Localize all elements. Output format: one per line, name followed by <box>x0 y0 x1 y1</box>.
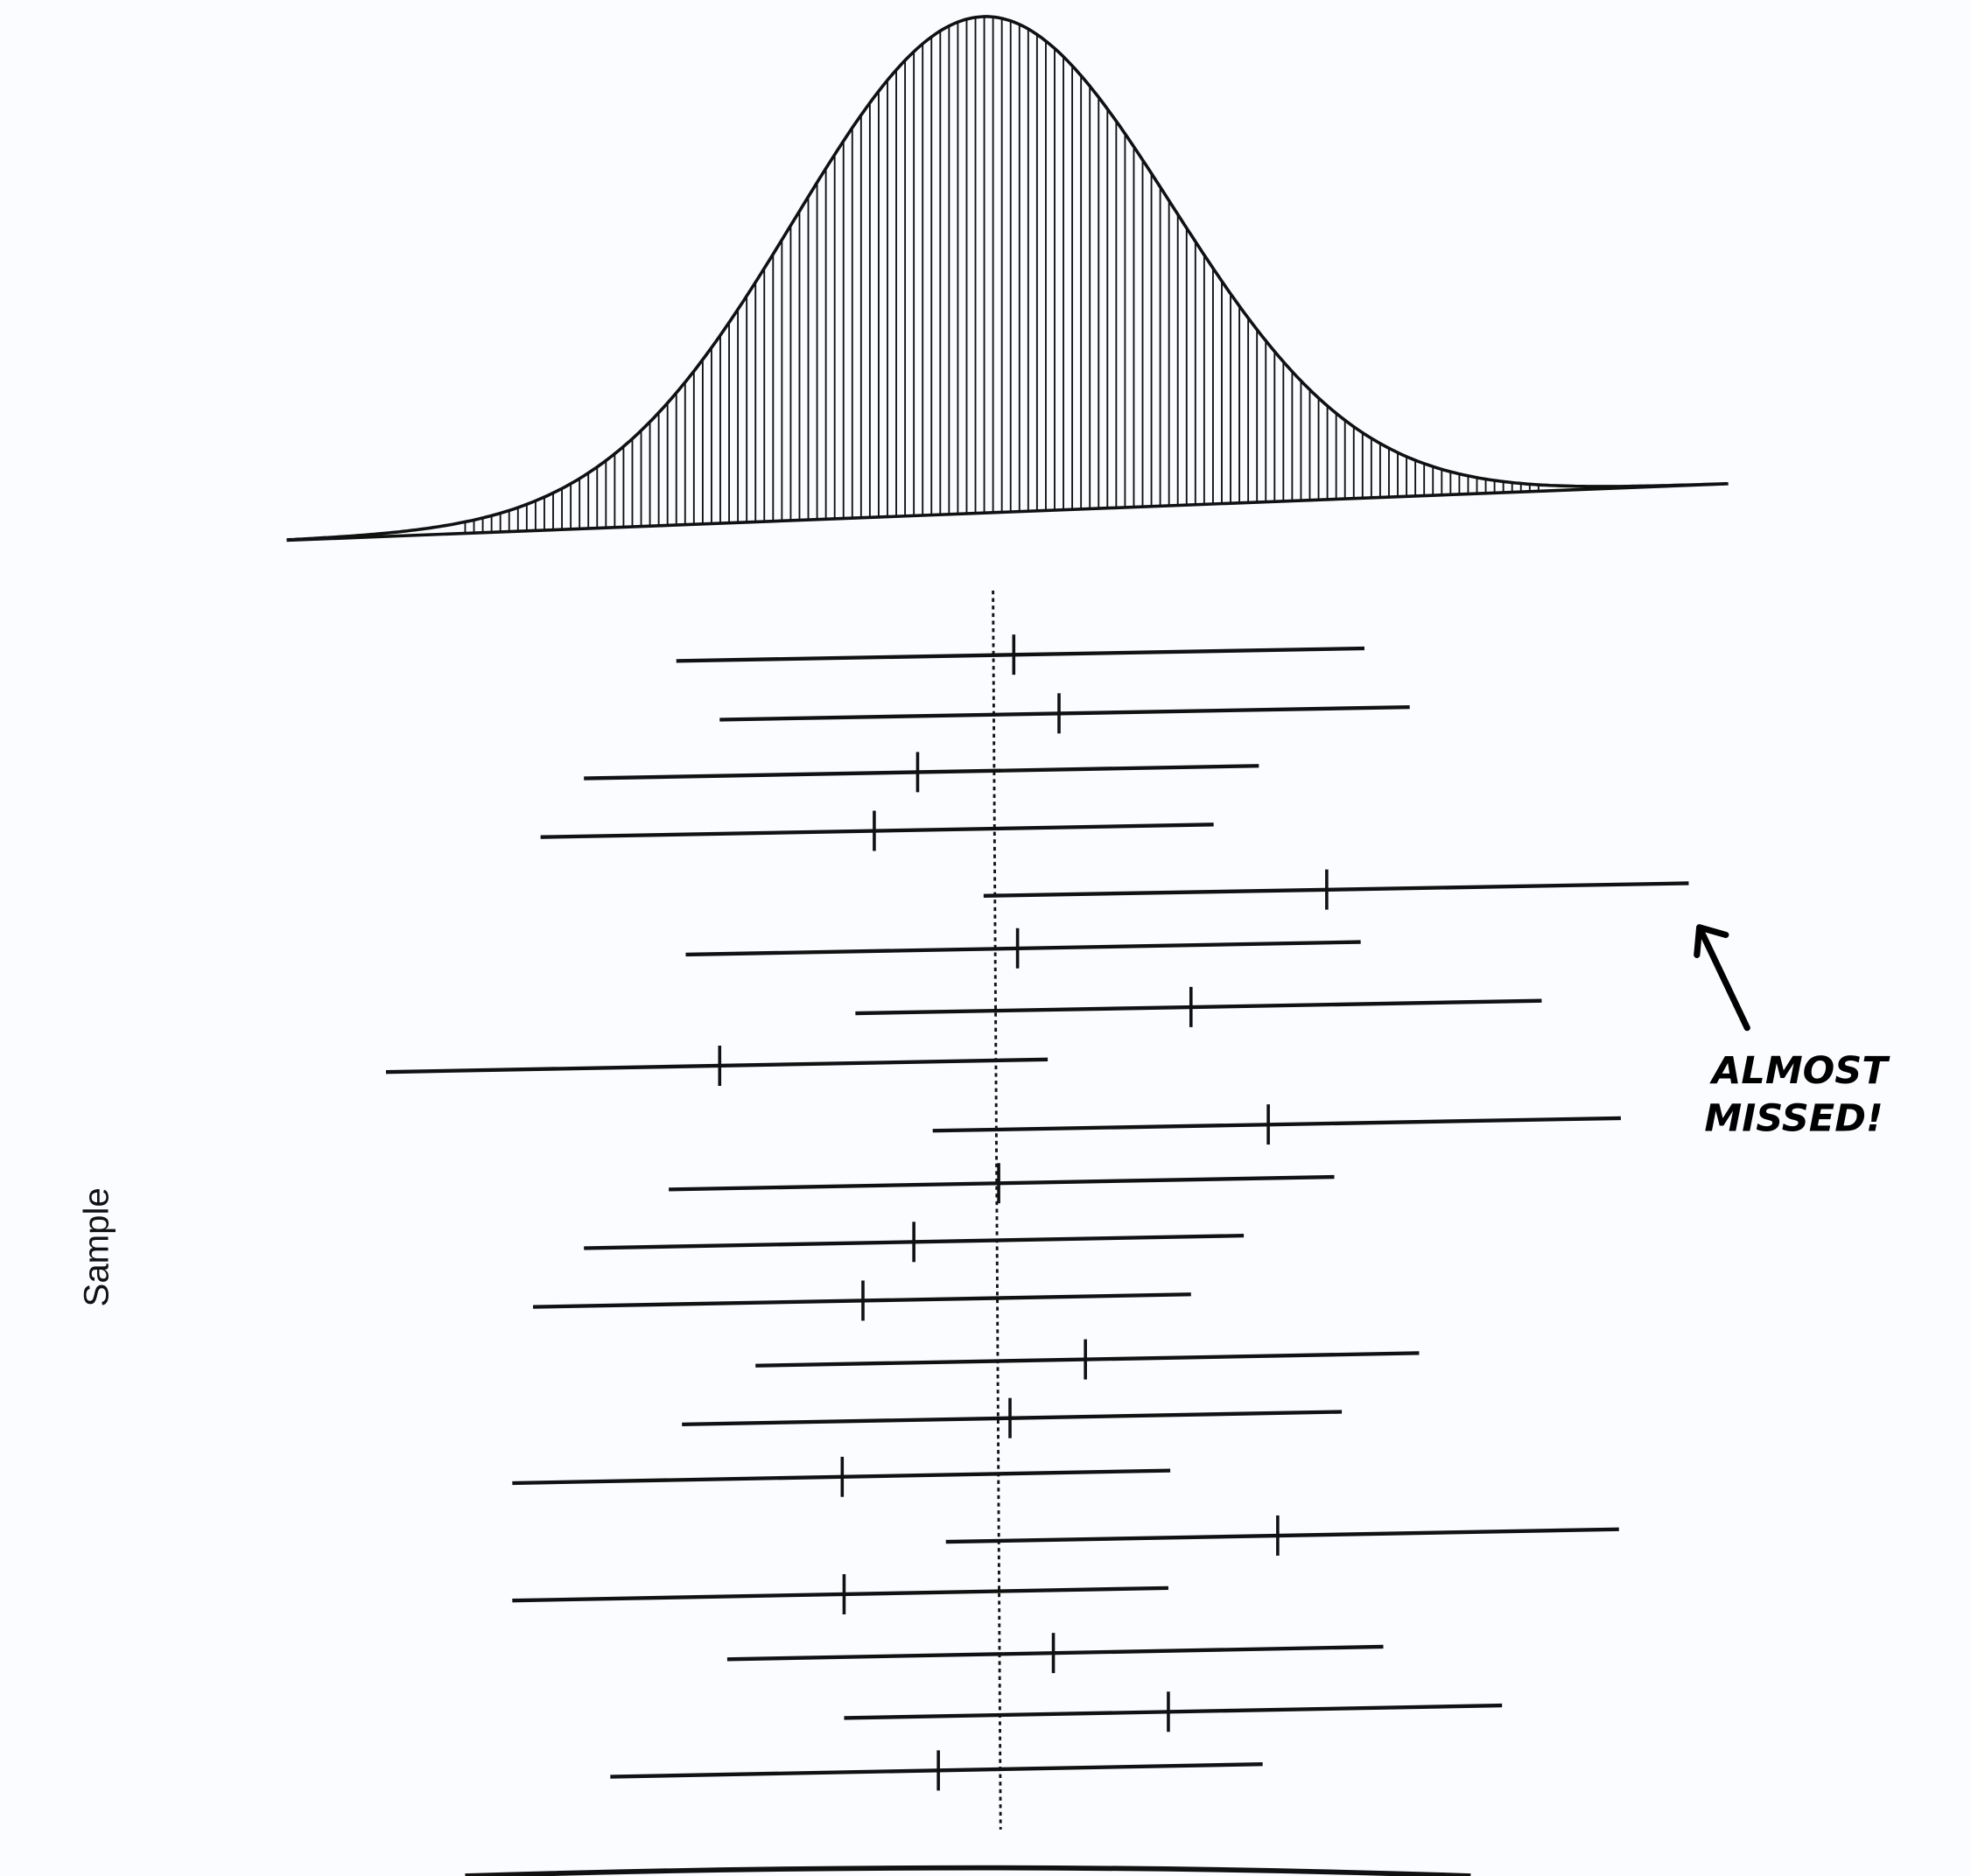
interval-sample-17 <box>512 1574 1168 1615</box>
interval-sample-13 <box>755 1339 1420 1380</box>
interval-line <box>726 1644 1384 1662</box>
interval-sample-11 <box>584 1222 1245 1263</box>
interval-line <box>855 998 1542 1016</box>
interval-sample-18 <box>726 1633 1384 1674</box>
interval-sample-1 <box>676 634 1365 676</box>
interval-line <box>540 822 1214 839</box>
bottom-axis-line <box>465 1865 1471 1876</box>
arrow-icon <box>1694 924 1750 1032</box>
interval-line <box>755 1351 1420 1368</box>
interval-line <box>932 1116 1621 1133</box>
interval-sample-15 <box>512 1456 1171 1497</box>
normal-distribution-curve <box>286 15 1729 542</box>
interval-sample-2 <box>719 693 1410 734</box>
interval-sample-20 <box>610 1750 1263 1791</box>
interval-line <box>584 764 1259 780</box>
interval-sample-5 <box>983 869 1689 910</box>
interval-line <box>682 1410 1343 1427</box>
interval-line <box>676 646 1365 663</box>
interval-sample-10 <box>669 1163 1335 1204</box>
interval-sample-19 <box>844 1691 1503 1732</box>
intervals-group <box>385 634 1689 1791</box>
interval-sample-12 <box>532 1280 1191 1321</box>
curve-outline <box>286 15 1728 542</box>
interval-sample-9 <box>932 1104 1621 1145</box>
interval-line <box>844 1703 1503 1720</box>
interval-line <box>669 1174 1335 1192</box>
annotation-line-1: ALMOST <box>1709 1049 1890 1093</box>
annotation: ALMOST MISSED! <box>1694 924 1890 1140</box>
y-axis-label: Sample <box>77 1187 116 1306</box>
population-mean-dotted-line <box>992 590 1002 1830</box>
interval-line <box>983 881 1689 898</box>
interval-sample-6 <box>685 928 1361 969</box>
interval-line <box>385 1057 1049 1074</box>
interval-line <box>512 1586 1168 1603</box>
interval-line <box>685 940 1361 957</box>
annotation-line-2: MISSED! <box>1704 1096 1883 1140</box>
interval-sample-14 <box>682 1397 1343 1438</box>
interval-sample-7 <box>855 986 1542 1027</box>
interval-sample-3 <box>584 752 1259 793</box>
interval-sample-8 <box>385 1046 1049 1086</box>
interval-line <box>945 1527 1619 1544</box>
interval-line <box>610 1762 1263 1779</box>
interval-line <box>719 704 1410 722</box>
interval-sample-16 <box>945 1515 1619 1556</box>
interval-sample-4 <box>540 810 1214 851</box>
